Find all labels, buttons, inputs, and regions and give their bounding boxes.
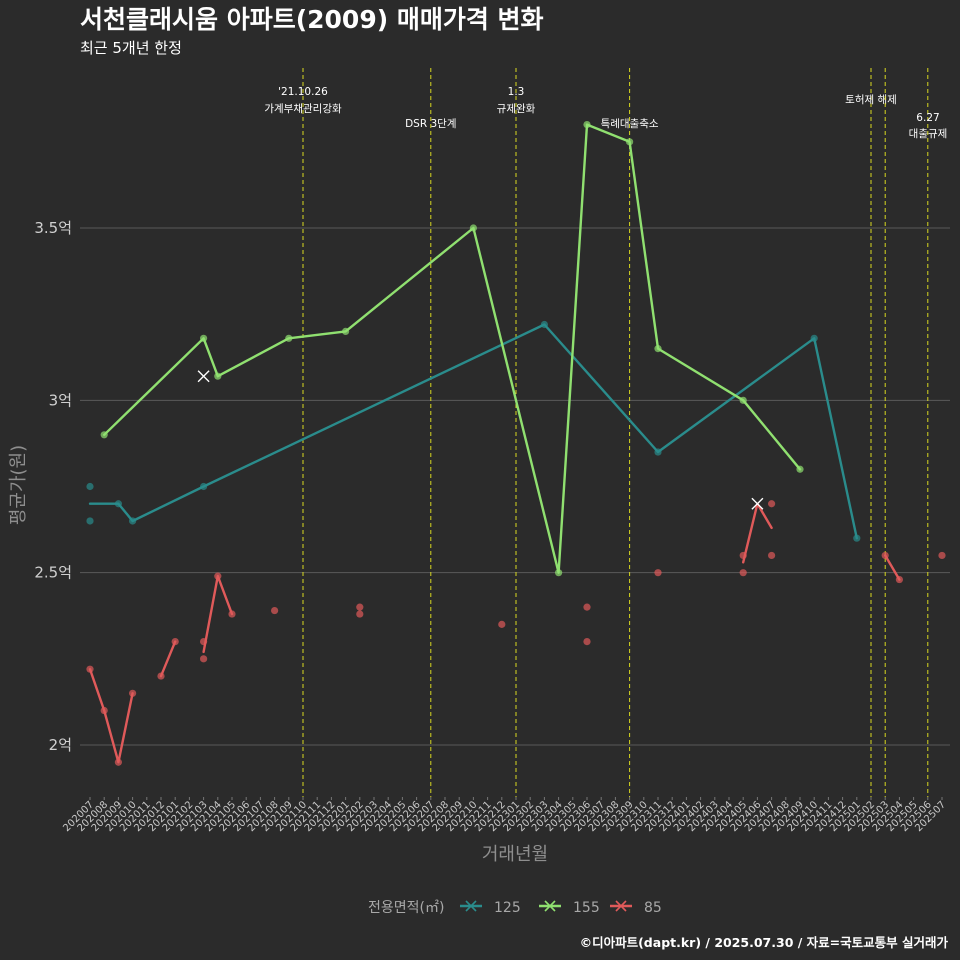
- series-155-point: [654, 345, 662, 353]
- y-tick-label: 3.5억: [34, 219, 72, 237]
- series-125-point: [810, 334, 818, 342]
- series-155-point: [214, 372, 222, 380]
- series-155-point: [583, 121, 591, 129]
- event-label: 규제완화: [497, 102, 536, 115]
- series-85-point: [768, 551, 776, 560]
- series-125-point: [86, 517, 94, 525]
- legend-item-85: 85: [610, 900, 662, 916]
- series-155-point: [796, 465, 804, 473]
- series-85-point: [356, 603, 364, 611]
- series-155-point: [100, 431, 108, 439]
- series-85-point: [739, 551, 747, 560]
- series-85-point: [271, 606, 279, 615]
- series-85-point: [498, 620, 506, 628]
- series-85-point: [86, 665, 94, 673]
- series-85-point: [200, 638, 208, 646]
- series-155-point: [200, 334, 208, 342]
- series-85-line: [202, 574, 234, 654]
- caption: ©디아파트(dapt.kr) / 2025.07.30 / 자료=국토교통부 실…: [580, 935, 949, 950]
- event-label: 1.3: [508, 86, 525, 98]
- event-label: '21.10.26: [278, 86, 328, 98]
- chart-title: 서천클래시움 아파트(2009) 매매가격 변화: [80, 5, 544, 34]
- series-layer: [86, 121, 946, 766]
- series-155-cross-marker: [197, 370, 210, 383]
- series-85-point: [214, 572, 222, 580]
- legend: 전용면적(㎡) 125 155 85: [368, 900, 662, 916]
- legend-items: 125 155 85: [460, 900, 662, 916]
- series-85-point: [157, 672, 165, 680]
- series-125-line: [88, 323, 858, 540]
- cross-stroke: [197, 370, 210, 383]
- series-125-point: [129, 517, 137, 525]
- series-155-point: [739, 396, 747, 404]
- x-axis-title: 거래년월: [482, 844, 548, 865]
- y-tick-label: 2.5억: [34, 564, 72, 582]
- series-85-point: [768, 500, 776, 508]
- chart-subtitle: 최근 5개년 한정: [80, 39, 182, 57]
- event-label: 대출규제: [909, 128, 948, 140]
- series-85-point: [654, 569, 662, 577]
- legend-item-125: 125: [460, 900, 521, 916]
- series-155-point: [342, 327, 350, 335]
- y-tick-label: 2억: [49, 736, 72, 754]
- series-155-point: [469, 224, 477, 232]
- cross-stroke: [751, 497, 764, 510]
- legend-key-cross: [615, 900, 627, 912]
- series-85-point: [228, 610, 236, 618]
- series-85-point: [895, 575, 904, 584]
- series-125-point: [853, 534, 861, 542]
- series-85-point: [171, 638, 179, 646]
- legend-label: 125: [494, 900, 521, 916]
- event-label: 특례대출축소: [601, 118, 659, 130]
- y-axis-ticks: 2억 2.5억 3억 3.5억: [34, 219, 72, 754]
- y-axis-title: 평균가(원): [8, 445, 29, 525]
- legend-key-cross: [544, 900, 556, 912]
- series-125-point: [86, 482, 94, 491]
- series-85-point: [583, 603, 591, 611]
- series-85-point: [200, 655, 208, 663]
- series-125-point: [654, 448, 662, 456]
- legend-label: 85: [644, 900, 662, 916]
- series-155-point: [285, 334, 293, 342]
- event-label: 6.27: [916, 112, 939, 124]
- series-155-point: [555, 569, 563, 577]
- event-label: DSR 3단계: [405, 118, 456, 130]
- series-85-point: [938, 551, 946, 560]
- event-label: 가계부채관리강화: [264, 103, 342, 115]
- series-85-cross-marker: [751, 497, 764, 510]
- series-85-line: [88, 668, 134, 764]
- legend-label: 155: [573, 900, 600, 916]
- series-85-point: [129, 689, 137, 697]
- series-85-point: [739, 569, 747, 577]
- series-125-point: [200, 482, 208, 491]
- grid-lines: [80, 227, 950, 746]
- legend-item-155: 155: [539, 900, 600, 916]
- series-85-line: [159, 640, 177, 678]
- series-125-point: [114, 500, 122, 508]
- series-155-point: [626, 138, 634, 146]
- legend-key-cross: [465, 900, 477, 912]
- series-85-line: [742, 502, 773, 564]
- series-85-point: [881, 551, 889, 560]
- event-label: 토허제 해제: [845, 93, 897, 106]
- series-85-point: [356, 610, 364, 618]
- x-axis-ticks: 2020072020082020092020102020112020122021…: [61, 797, 948, 834]
- series-155-line: [102, 123, 802, 574]
- series-85-point: [100, 706, 108, 715]
- series-85-line: [884, 554, 901, 581]
- legend-title: 전용면적(㎡): [368, 900, 444, 916]
- series-85-point: [583, 638, 591, 646]
- series-85-point: [114, 758, 122, 766]
- y-tick-label: 3억: [49, 391, 72, 409]
- series-125-point: [540, 320, 549, 329]
